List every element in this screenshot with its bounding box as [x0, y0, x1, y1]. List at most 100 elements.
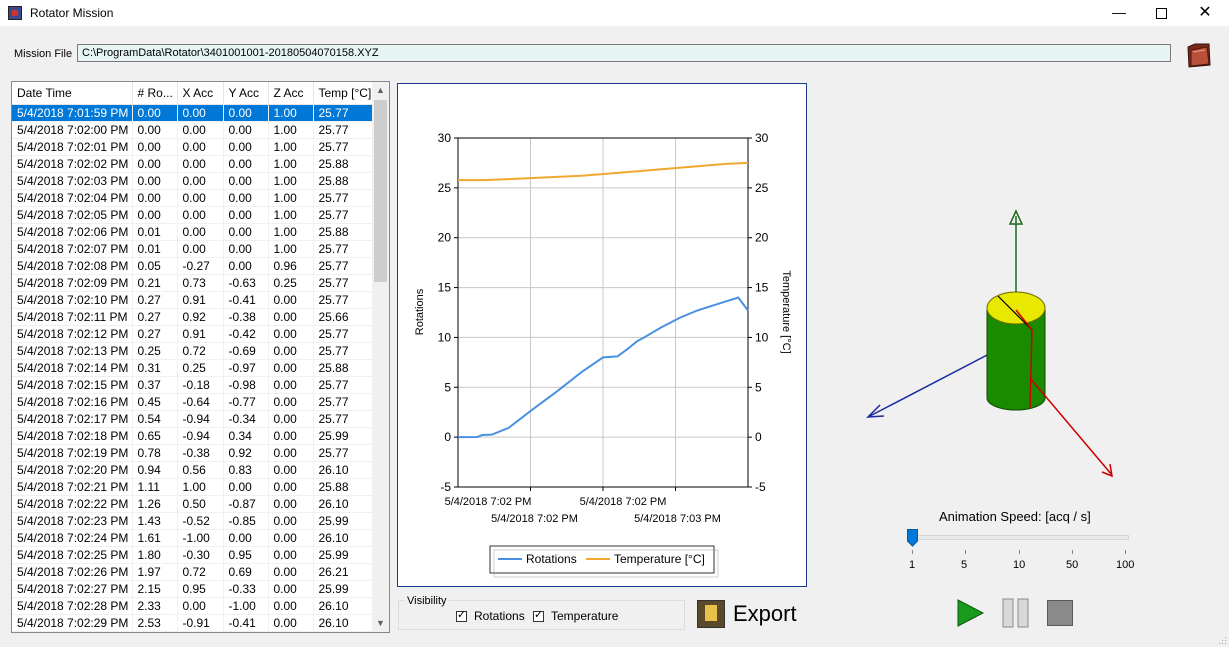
cell-temp: 25.88: [313, 359, 374, 377]
speed-slider-thumb[interactable]: [907, 529, 918, 547]
column-header-temp[interactable]: Temp [°C]: [313, 82, 374, 105]
table-row[interactable]: 5/4/2018 7:02:08 PM 0.05 -0.27 0.00 0.96 25.7…: [12, 257, 374, 275]
play-button[interactable]: [955, 598, 985, 628]
cell-date-time: 5/4/2018 7:02:10 PM: [12, 291, 133, 309]
column-header-x-acc[interactable]: X Acc: [177, 82, 224, 105]
table-row[interactable]: 5/4/2018 7:02:22 PM 1.26 0.50 -0.87 0.00 26.1…: [12, 495, 374, 513]
table-row[interactable]: 5/4/2018 7:02:29 PM 2.53 -0.91 -0.41 0.00 26.…: [12, 614, 374, 632]
column-header-date-time[interactable]: Date Time: [12, 82, 133, 105]
table-row[interactable]: 5/4/2018 7:02:24 PM 1.61 -1.00 0.00 0.00 26.1…: [12, 529, 374, 547]
cell-temp: 25.99: [313, 512, 374, 530]
scroll-up-icon[interactable]: ▲: [376, 85, 385, 95]
cell-rotations: 0.54: [132, 410, 178, 428]
open-file-button[interactable]: [1185, 38, 1213, 70]
table-row[interactable]: 5/4/2018 7:02:11 PM 0.27 0.92 -0.38 0.00 25.6…: [12, 308, 374, 326]
y2-axis-label: Temperature [°C]: [780, 270, 792, 353]
table-row[interactable]: 5/4/2018 7:02:15 PM 0.37 -0.18 -0.98 0.00 25.…: [12, 376, 374, 394]
cell-temp: 25.88: [313, 172, 374, 190]
table-row[interactable]: 5/4/2018 7:02:28 PM 2.33 0.00 -1.00 0.00 26.1…: [12, 597, 374, 615]
table-row[interactable]: 5/4/2018 7:02:10 PM 0.27 0.91 -0.41 0.00 25.7…: [12, 291, 374, 309]
checkbox-checked-icon[interactable]: [533, 608, 544, 622]
cell-temp: 25.77: [313, 189, 374, 207]
table-row[interactable]: 5/4/2018 7:02:07 PM 0.01 0.00 0.00 1.00 25.77: [12, 240, 374, 258]
cell-date-time: 5/4/2018 7:02:08 PM: [12, 257, 133, 275]
table-row[interactable]: 5/4/2018 7:02:05 PM 0.00 0.00 0.00 1.00 25.77: [12, 206, 374, 224]
cell-z-acc: 0.00: [268, 563, 314, 581]
maximize-button[interactable]: [1139, 0, 1183, 26]
speed-tick: [965, 550, 966, 554]
animation-speed-label: Animation Speed: [acq / s]: [939, 509, 1091, 524]
cell-temp: 25.77: [313, 325, 374, 343]
table-row[interactable]: 5/4/2018 7:02:23 PM 1.43 -0.52 -0.85 0.00 25.…: [12, 512, 374, 530]
cell-x-acc: 0.00: [177, 223, 224, 241]
table-row[interactable]: 5/4/2018 7:02:06 PM 0.01 0.00 0.00 1.00 25.88: [12, 223, 374, 241]
cell-y-acc: 0.00: [223, 121, 269, 139]
table-row[interactable]: 5/4/2018 7:02:27 PM 2.15 0.95 -0.33 0.00 25.9…: [12, 580, 374, 598]
cell-date-time: 5/4/2018 7:02:29 PM: [12, 614, 133, 632]
table-row[interactable]: 5/4/2018 7:02:20 PM 0.94 0.56 0.83 0.00 26.10: [12, 461, 374, 479]
close-icon: ✕: [1198, 4, 1212, 21]
cell-rotations: 2.33: [132, 597, 178, 615]
table-row[interactable]: 5/4/2018 7:02:00 PM 0.00 0.00 0.00 1.00 25.77: [12, 121, 374, 139]
data-grid[interactable]: Date Time # Ro... X Acc Y Acc Z Acc Temp…: [11, 81, 390, 633]
y-tick-label: 25: [438, 181, 452, 195]
y2-tick-label: 5: [755, 380, 762, 394]
cell-temp: 25.99: [313, 427, 374, 445]
resize-grip-icon[interactable]: [1217, 635, 1227, 645]
close-button[interactable]: ✕: [1183, 0, 1227, 26]
cell-temp: 25.99: [313, 580, 374, 598]
table-row[interactable]: 5/4/2018 7:02:04 PM 0.00 0.00 0.00 1.00 25.77: [12, 189, 374, 207]
y2-tick-label: 25: [755, 181, 769, 195]
cell-temp: 26.10: [313, 495, 374, 513]
table-row[interactable]: 5/4/2018 7:02:01 PM 0.00 0.00 0.00 1.00 25.77: [12, 138, 374, 156]
y2-tick-label: 0: [755, 430, 762, 444]
table-row[interactable]: 5/4/2018 7:02:09 PM 0.21 0.73 -0.63 0.25 25.7…: [12, 274, 374, 292]
speed-slider-track[interactable]: [909, 535, 1129, 540]
y2-tick-label: -5: [755, 480, 766, 494]
window-title: Rotator Mission: [30, 6, 114, 20]
cell-date-time: 5/4/2018 7:02:06 PM: [12, 223, 133, 241]
column-header-rotations[interactable]: # Ro...: [132, 82, 178, 105]
table-row[interactable]: 5/4/2018 7:02:14 PM 0.31 0.25 -0.97 0.00 25.8…: [12, 359, 374, 377]
cell-y-acc: -0.33: [223, 580, 269, 598]
cell-y-acc: 0.00: [223, 240, 269, 258]
cell-x-acc: 0.00: [177, 138, 224, 156]
table-row[interactable]: 5/4/2018 7:02:02 PM 0.00 0.00 0.00 1.00 25.88: [12, 155, 374, 173]
table-row[interactable]: 5/4/2018 7:02:16 PM 0.45 -0.64 -0.77 0.00 25.…: [12, 393, 374, 411]
table-row[interactable]: 5/4/2018 7:02:17 PM 0.54 -0.94 -0.34 0.00 25.…: [12, 410, 374, 428]
table-row[interactable]: 5/4/2018 7:02:19 PM 0.78 -0.38 0.92 0.00 25.7…: [12, 444, 374, 462]
scrollbar-thumb[interactable]: [374, 100, 387, 282]
table-row[interactable]: 5/4/2018 7:02:03 PM 0.00 0.00 0.00 1.00 25.88: [12, 172, 374, 190]
speed-tick-label: 100: [1116, 559, 1135, 571]
temperature-checkbox[interactable]: Temperature: [533, 608, 618, 623]
scroll-down-icon[interactable]: ▼: [376, 618, 385, 628]
grid-scrollbar[interactable]: ▲ ▼: [372, 82, 389, 632]
cell-date-time: 5/4/2018 7:02:25 PM: [12, 546, 133, 564]
play-icon: [957, 599, 985, 627]
cell-rotations: 1.80: [132, 546, 178, 564]
rotations-series-line: [457, 296, 749, 439]
cell-z-acc: 1.00: [268, 155, 314, 173]
pause-button[interactable]: [1001, 598, 1031, 628]
cell-temp: 25.88: [313, 155, 374, 173]
cell-y-acc: -0.34: [223, 410, 269, 428]
cell-x-acc: -0.38: [177, 444, 224, 462]
table-row[interactable]: 5/4/2018 7:02:21 PM 1.11 1.00 0.00 0.00 25.88: [12, 478, 374, 496]
column-header-z-acc[interactable]: Z Acc: [268, 82, 314, 105]
table-row[interactable]: 5/4/2018 7:02:18 PM 0.65 -0.94 0.34 0.00 25.9…: [12, 427, 374, 445]
cell-x-acc: -0.27: [177, 257, 224, 275]
minimize-button[interactable]: —: [1097, 0, 1141, 26]
table-row[interactable]: 5/4/2018 7:02:13 PM 0.25 0.72 -0.69 0.00 25.7…: [12, 342, 374, 360]
mission-file-path[interactable]: C:\ProgramData\Rotator\3401001001-201805…: [77, 44, 1171, 62]
table-row[interactable]: 5/4/2018 7:02:12 PM 0.27 0.91 -0.42 0.00 25.7…: [12, 325, 374, 343]
table-row[interactable]: 5/4/2018 7:01:59 PM 0.00 0.00 0.00 1.00 25.77: [12, 104, 374, 122]
column-header-y-acc[interactable]: Y Acc: [223, 82, 269, 105]
table-row[interactable]: 5/4/2018 7:02:25 PM 1.80 -0.30 0.95 0.00 25.9…: [12, 546, 374, 564]
stop-button[interactable]: [1047, 600, 1073, 626]
rotations-checkbox[interactable]: Rotations: [456, 608, 525, 623]
table-row[interactable]: 5/4/2018 7:02:26 PM 1.97 0.72 0.69 0.00 26.21: [12, 563, 374, 581]
cell-rotations: 0.00: [132, 138, 178, 156]
checkbox-checked-icon[interactable]: [456, 608, 467, 622]
cell-rotations: 0.37: [132, 376, 178, 394]
export-button[interactable]: Export: [697, 599, 801, 629]
